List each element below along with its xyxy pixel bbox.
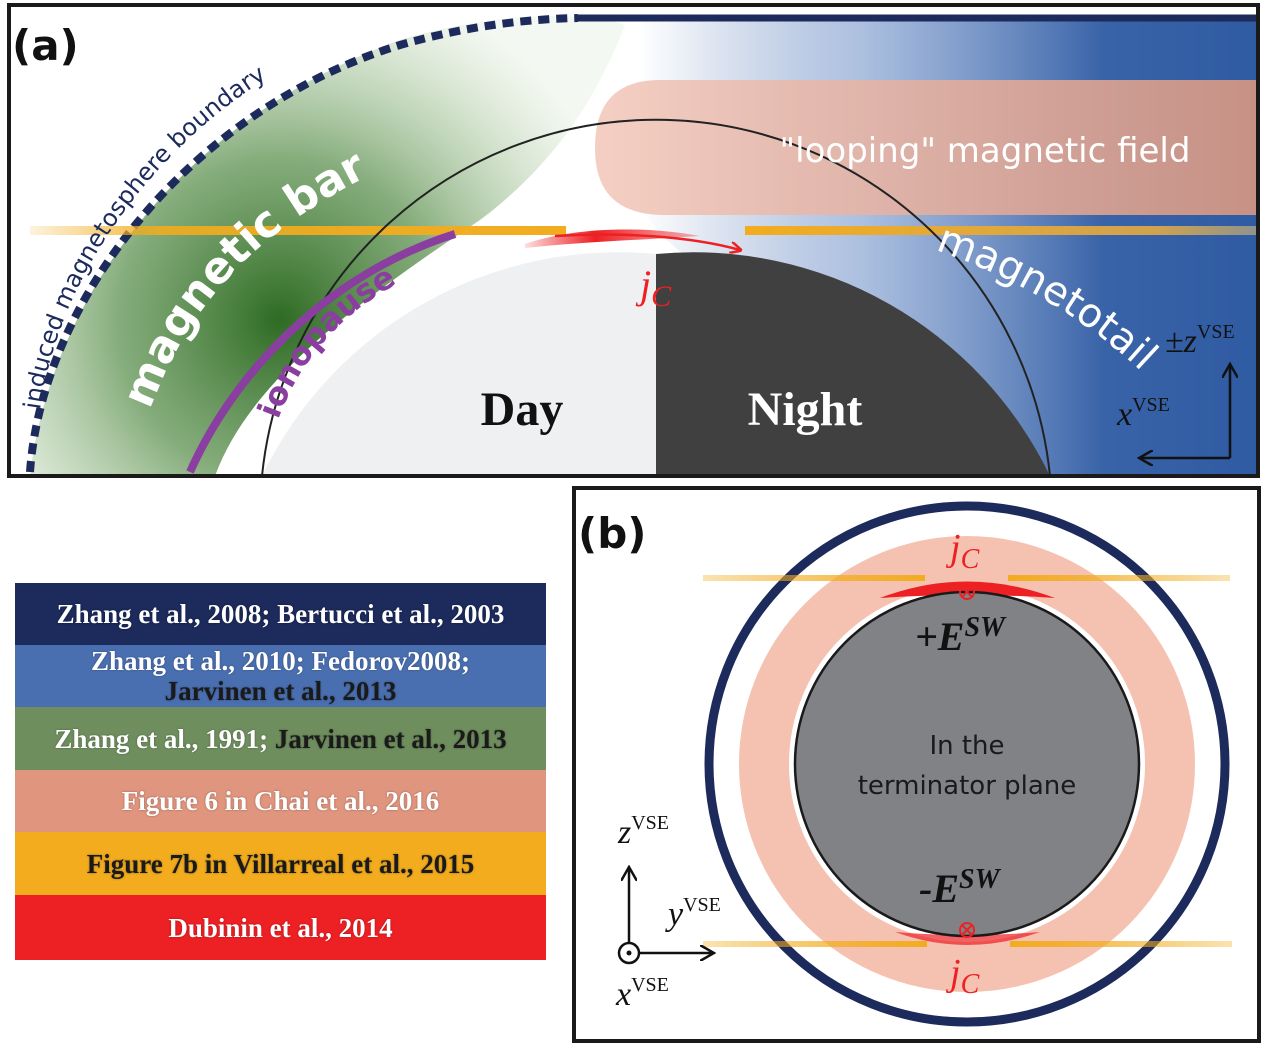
current-into-page-top [959,584,975,600]
villarreal-line-b-top-right [1008,575,1230,581]
villarreal-line-b-bottom-left [703,941,927,947]
looping-field-label: "looping" magnetic field [780,131,1191,171]
panel-a-label: (a) [12,21,79,70]
day-label: Day [481,383,564,436]
legend-citation: Zhang et al., 2008; Bertucci et al., 200… [56,599,505,629]
legend-citation: Jarvinen et al., 2013 [164,676,397,706]
legend-row-imb: Zhang et al., 2008; Bertucci et al., 200… [15,583,546,645]
jc-label-a: jC [635,262,672,313]
villarreal-line-left [30,226,566,235]
legend-row-villarreal: Figure 7b in Villarreal et al., 2015 [15,832,546,895]
legend-text: Zhang et al., 2008; Bertucci et al., 200… [57,599,505,629]
axis-b-x-label: xVSE [615,974,669,1013]
panel-a-frame [7,3,1260,478]
legend-citation: Jarvinen et al., 2013 [274,723,507,754]
legend-text: Figure 7b in Villarreal et al., 2015 [87,849,474,879]
axis-a-x-label: xVSE [1116,394,1170,433]
legend-text: Dubinin et al., 2014 [168,913,392,943]
legend-text: Figure 6 in Chai et al., 2016 [122,786,440,816]
axis-b-z-label: zVSE [617,812,669,851]
minus-e-label: -ESW [919,864,1002,911]
planet-night-side [656,252,1050,476]
axis-a-z-label: ±zVSE [1165,321,1235,360]
plus-e-label: +ESW [915,612,1007,659]
axis-b-x-out-of-page [617,941,641,965]
villarreal-line-right [745,226,1258,235]
center-label-line1: In the [929,731,1004,761]
magnetic-barrier-region [30,16,625,476]
imb-dashed-boundary [26,14,579,473]
legend-row-dubinin: Dubinin et al., 2014 [15,895,546,960]
center-label-line2: terminator plane [858,771,1077,801]
jc-bottom-band [895,932,1040,945]
legend-row-magnetotail: Zhang et al., 2010; Fedorov2008; Jarvinen… [15,645,546,707]
jc-arrow [554,233,740,250]
legend-text: Zhang et al., 1991; Jarvinen et al., 201… [54,724,506,754]
panel-a [9,5,1258,476]
legend-citation: Figure 6 in Chai et al., 2016 [121,786,440,816]
legend-text: Zhang et al., 2010; Fedorov2008; Jarvinen… [91,646,470,706]
night-label: Night [748,383,863,436]
legend-citation: Dubinin et al., 2014 [168,912,393,943]
legend-citation: Zhang et al., 2010; Fedorov2008; [91,646,470,676]
jc-top-band [880,581,1055,598]
looping-ring [739,536,1195,992]
ionopause-arc [186,230,457,474]
legend-row-barrier: Zhang et al., 1991; Jarvinen et al., 201… [15,707,546,770]
legend-citation: Figure 7b in Villarreal et al., 2015 [86,848,475,879]
panel-b-label: (b) [578,509,646,558]
axis-b-y-label: yVSE [665,894,721,933]
current-into-page-bottom [959,922,975,938]
villarreal-line-b-top-left [703,575,925,581]
legend-citation: Zhang et al., 1991; [54,723,275,754]
villarreal-line-b-bottom-right [1010,941,1232,947]
legend-row-looping: Figure 6 in Chai et al., 2016 [15,770,546,832]
legend: Zhang et al., 2008; Bertucci et al., 200… [15,583,546,960]
looping-field-region [595,80,1258,215]
planet-day-side [262,252,656,476]
